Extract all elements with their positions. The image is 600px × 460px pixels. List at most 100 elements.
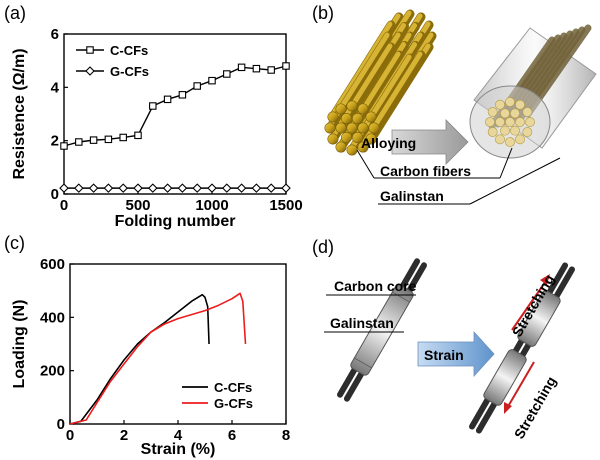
carbon-fiber-bundle [324,9,437,156]
fiber-end [327,111,339,123]
x-tick-label: 2 [120,427,128,444]
chart-c: 0 2 4 6 8 0 200 400 600 Strain (%) Loading (N) C-CF… [11,256,290,458]
inner-fiber-end [515,134,525,145]
inner-fiber-end [515,117,525,127]
galinstan-label-d: Galinstan [330,315,394,331]
data-point [59,183,69,193]
strain-label: Strain [424,347,464,363]
stretched-fiber [469,262,575,434]
y-tick-label: 200 [40,363,65,380]
y-tick-label: 6 [51,26,59,43]
data-point [177,183,188,193]
inner-fiber-end [495,99,505,110]
data-point [251,183,262,193]
y-tick-label: 600 [40,256,65,273]
panel-label-c: (c) [4,233,25,253]
inner-fiber-end [522,127,533,137]
y-axis-label: Resistence (Ω/m) [11,48,28,179]
data-point [266,183,276,193]
inner-fiber-end [505,137,515,147]
data-point [207,183,217,193]
fiber-end [340,112,352,124]
plot-frame [69,263,287,425]
data-point [237,63,246,72]
data-point [236,183,247,193]
fiber-end [357,103,369,115]
legend-label: G-CFs [110,64,149,79]
legend-label: C-CFs [110,43,148,58]
fiber-end [357,122,369,134]
x-tick-label: 0 [60,197,68,214]
data-point [60,142,68,150]
x-axis-label: Folding number [115,213,236,230]
fiber-end [357,141,369,153]
data-point [148,183,158,193]
stretch-arrow-bottom [504,361,535,414]
stretching-label-bottom: Stretching [511,374,559,442]
data-point [133,183,143,193]
series-line-c-cfs [69,293,210,425]
diagram-b: Alloying Carbon fibers Galinstan [324,9,597,205]
inner-fiber-end [485,117,495,127]
data-point [89,136,98,144]
data-point [193,82,201,90]
data-point [281,183,291,193]
strain-arrow [417,330,495,378]
fiber-end [346,100,358,112]
y-axis-label: Loading (N) [11,300,28,389]
data-point [119,133,127,142]
y-tick-label: 2 [51,133,59,150]
legend-marker [85,66,95,76]
fiber-end [346,122,358,134]
y-tick-label: 0 [57,416,65,433]
fiber-end [365,133,377,145]
fiber-end [351,132,363,144]
data-point [75,138,83,146]
x-tick-label: 8 [282,427,290,444]
fiber-end [340,132,352,144]
alloying-arrow [391,119,469,165]
data-point [282,62,290,70]
alloying-label: Alloying [361,135,416,151]
y-tick-label: 0 [51,186,59,203]
fiber-end [324,122,336,134]
x-axis-label: Strain (%) [141,441,216,458]
legend-label: C-CFs [214,380,252,395]
data-point [252,64,261,73]
galinstan-coated-bundle [469,24,597,159]
x-tick-label: 4 [174,427,183,444]
inner-fiber-end [487,127,498,137]
x-tick-label: 500 [125,197,150,214]
data-point [222,183,232,193]
fiber-end [365,111,377,123]
data-point [74,183,84,193]
y-tick-label: 4 [51,79,60,96]
inner-fiber-end [510,108,520,119]
data-point [149,102,157,110]
fiber-end [346,144,358,156]
x-tick-label: 1500 [269,197,302,214]
fiber-end [368,122,380,134]
chart-a: 0 500 1000 1500 0 2 4 6 Folding number Resistence… [11,26,303,230]
data-point [178,91,187,99]
inner-fiber-end [500,108,510,119]
carbon-core-label: Carbon core [334,278,417,294]
fiber-rod-highlight [329,21,393,119]
x-tick-label: 6 [228,427,236,444]
inner-fiber-end [515,99,525,110]
y-tick-label: 400 [40,309,65,326]
inner-fiber-end [525,117,535,127]
inner-fiber-end [505,117,515,127]
inner-fiber-end [510,125,520,136]
panel-label-a: (a) [4,3,26,23]
inner-fiber-end [495,134,505,145]
data-point [134,131,142,140]
fiber-end [351,112,363,124]
stretch-arrow-top [511,274,550,331]
legend-marker [86,46,94,54]
inner-fiber-end [522,107,533,117]
data-point [163,95,172,104]
inner-fiber-end [500,125,510,136]
data-point [192,183,202,193]
